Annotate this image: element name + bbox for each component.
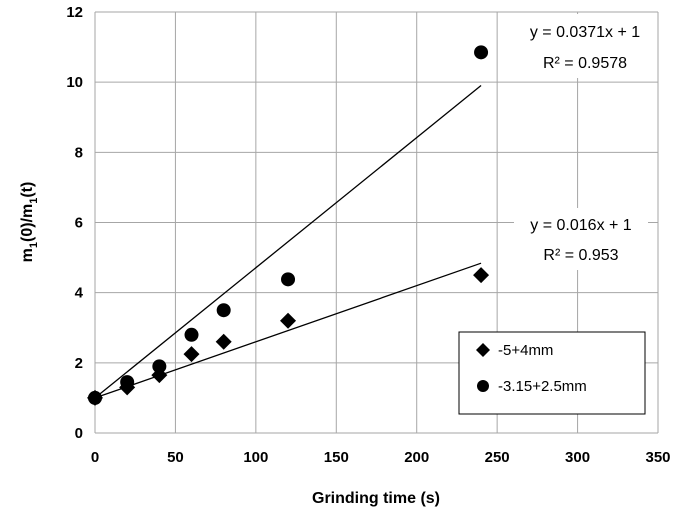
x-axis-title: Grinding time (s) bbox=[312, 490, 440, 507]
data-point-series-2 bbox=[281, 272, 296, 287]
data-point-series-2 bbox=[474, 45, 489, 60]
x-tick-label: 0 bbox=[91, 449, 99, 466]
equation-text: y = 0.016x + 1 bbox=[530, 217, 632, 234]
y-tick-label: 2 bbox=[75, 355, 83, 372]
y-tick-label: 8 bbox=[75, 144, 83, 161]
x-tick-label: 300 bbox=[565, 449, 590, 466]
legend-label-series-1: -5+4mm bbox=[498, 342, 553, 359]
x-tick-label: 50 bbox=[167, 449, 184, 466]
equation-label-series-2: y = 0.0371x + 1 R² = 0.9578 bbox=[508, 14, 646, 78]
y-tick-label: 12 bbox=[66, 4, 83, 21]
data-point-series-1 bbox=[280, 312, 297, 329]
data-point-series-2 bbox=[152, 359, 167, 374]
equation-label-series-1: y = 0.016x + 1 R² = 0.953 bbox=[514, 208, 648, 270]
data-point-series-2 bbox=[88, 390, 102, 405]
y-tick-labels: 0 2 4 6 8 10 12 bbox=[66, 4, 83, 442]
x-tick-label: 200 bbox=[404, 449, 429, 466]
y-tick-label: 0 bbox=[75, 425, 83, 442]
data-point-series-1 bbox=[183, 346, 200, 363]
data-points bbox=[87, 45, 490, 406]
legend: -5+4mm -3.15+2.5mm bbox=[458, 331, 646, 415]
trendline-series-2 bbox=[94, 85, 482, 399]
y-axis-title: m1(0)/m1(t) bbox=[19, 182, 40, 263]
y-tick-label: 6 bbox=[75, 215, 83, 232]
data-point-series-2 bbox=[120, 375, 135, 390]
legend-circle-marker bbox=[477, 380, 489, 392]
x-tick-label: 150 bbox=[324, 449, 349, 466]
legend-box bbox=[458, 331, 646, 415]
y-tick-label: 10 bbox=[66, 74, 83, 91]
x-tick-label: 350 bbox=[645, 449, 670, 466]
x-tick-label: 100 bbox=[243, 449, 268, 466]
x-tick-label: 250 bbox=[485, 449, 510, 466]
legend-label-series-2: -3.15+2.5mm bbox=[498, 378, 587, 395]
x-tick-labels: 0 50 100 150 200 250 300 350 bbox=[91, 449, 671, 466]
y-tick-label: 4 bbox=[75, 285, 84, 302]
r2-text: R² = 0.953 bbox=[543, 247, 618, 264]
data-point-series-1 bbox=[215, 333, 232, 350]
data-point-series-2 bbox=[216, 303, 231, 318]
data-point-series-1 bbox=[473, 267, 490, 284]
r2-text: R² = 0.9578 bbox=[543, 55, 627, 72]
equation-text: y = 0.0371x + 1 bbox=[530, 24, 640, 41]
data-point-series-2 bbox=[184, 327, 199, 342]
legend-diamond-marker bbox=[476, 343, 490, 357]
